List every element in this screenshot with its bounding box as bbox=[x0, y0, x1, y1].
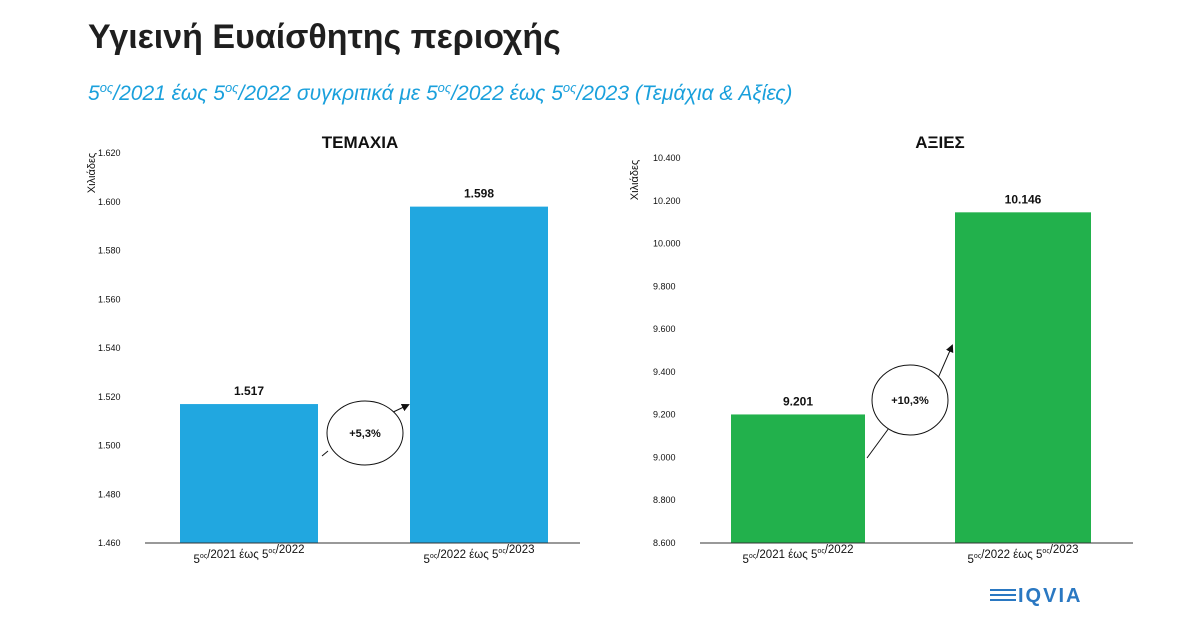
page-title: Υγιεινή Ευαίσθητης περιοχής bbox=[88, 18, 561, 56]
growth-label: +10,3% bbox=[891, 395, 929, 407]
bar-data-label: 1.598 bbox=[464, 187, 494, 201]
y-tick-label: 1.560 bbox=[98, 294, 121, 304]
x-tick-label: 5ος/2021 έως 5ος/2022 bbox=[743, 544, 854, 566]
y-tick-label: 1.480 bbox=[98, 489, 121, 499]
bar bbox=[731, 414, 865, 543]
y-tick-label: 1.540 bbox=[98, 343, 121, 353]
y-tick-label: 1.600 bbox=[98, 197, 121, 207]
bar bbox=[410, 206, 548, 543]
y-tick-label: 8.600 bbox=[653, 538, 676, 548]
y-tick-label: 9.800 bbox=[653, 281, 676, 291]
subtitle-part: /2022 έως 5 bbox=[451, 82, 563, 105]
y-tick-label: 1.460 bbox=[98, 538, 121, 548]
x-tick-label: 5ος/2022 έως 5ος/2023 bbox=[968, 544, 1079, 566]
y-tick-label: 1.620 bbox=[98, 148, 121, 158]
units-chart: ΤΕΜΑΧΙΑ Χιλιάδες 1.460 1.480 1.500 1.520 1.540… bbox=[86, 133, 580, 566]
chart-title: ΑΞΙΕΣ bbox=[915, 133, 964, 152]
growth-connector bbox=[866, 427, 890, 459]
y-axis-label: Χιλιάδες bbox=[86, 153, 98, 193]
page-subtitle: 5ος/2021 έως 5ος/2022 συγκριτικά με 5ος/… bbox=[88, 80, 792, 106]
y-tick-label: 9.200 bbox=[653, 410, 676, 420]
subtitle-sup: ος bbox=[562, 80, 577, 95]
y-tick-label: 9.000 bbox=[653, 452, 676, 462]
iqvia-logo: IQVIA bbox=[990, 585, 1100, 609]
y-tick-label: 1.580 bbox=[98, 246, 121, 256]
y-axis-label: Χιλιάδες bbox=[629, 160, 641, 200]
growth-connector bbox=[321, 450, 329, 457]
subtitle-sup: ος bbox=[224, 80, 239, 95]
y-tick-label: 9.400 bbox=[653, 367, 676, 377]
chart-title: ΤΕΜΑΧΙΑ bbox=[322, 133, 399, 152]
y-tick-label: 1.520 bbox=[98, 392, 121, 402]
y-tick-label: 9.600 bbox=[653, 324, 676, 334]
subtitle-part: 5 bbox=[88, 82, 100, 105]
subtitle-sup: ος bbox=[99, 80, 114, 95]
growth-label: +5,3% bbox=[349, 428, 381, 440]
bar-data-label: 9.201 bbox=[783, 394, 813, 408]
y-tick-label: 10.200 bbox=[653, 196, 681, 206]
subtitle-part: /2023 (Τεμάχια & Αξίες) bbox=[576, 82, 793, 105]
x-tick-label: 5ος/2021 έως 5ος/2022 bbox=[194, 544, 305, 566]
growth-arrow bbox=[393, 403, 410, 413]
values-chart: ΑΞΙΕΣ Χιλιάδες 8.600 8.800 9.000 9.200 9.400 9.… bbox=[629, 133, 1133, 566]
growth-bubble bbox=[326, 400, 404, 466]
bar-data-label: 1.517 bbox=[234, 384, 264, 398]
y-tick-label: 1.500 bbox=[98, 441, 121, 451]
y-tick-label: 10.400 bbox=[653, 153, 681, 163]
logo-text: IQVIA bbox=[1018, 585, 1083, 607]
growth-bubble bbox=[871, 364, 949, 436]
bar bbox=[180, 404, 318, 543]
growth-arrow bbox=[938, 344, 954, 378]
y-tick-label: 10.000 bbox=[653, 239, 681, 249]
subtitle-part: /2021 έως 5 bbox=[113, 82, 225, 105]
subtitle-part: /2022 συγκριτικά με 5 bbox=[238, 82, 438, 105]
bar bbox=[955, 212, 1091, 544]
bar-data-label: 10.146 bbox=[1005, 192, 1042, 206]
subtitle-sup: ος bbox=[437, 80, 452, 95]
logo-lines-icon bbox=[990, 589, 1016, 607]
x-tick-label: 5ος/2022 έως 5ος/2023 bbox=[424, 544, 535, 566]
y-tick-label: 8.800 bbox=[653, 495, 676, 505]
